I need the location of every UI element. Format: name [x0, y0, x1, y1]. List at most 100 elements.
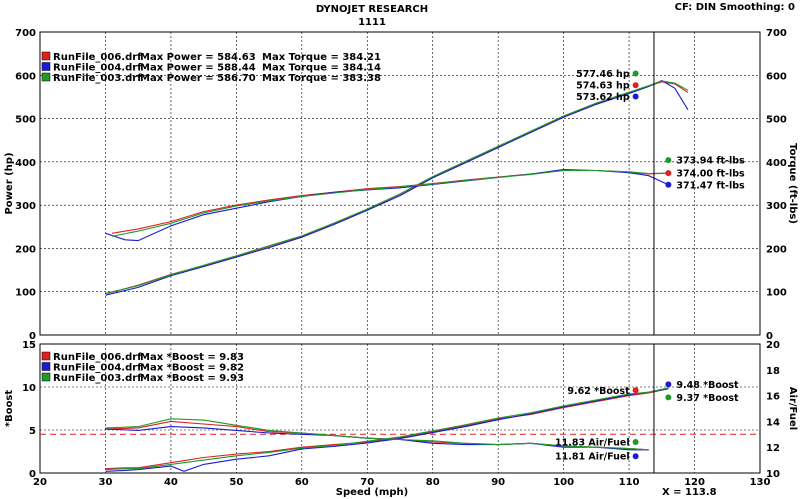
legend-file: RunFile_003.drf	[53, 373, 142, 384]
annotation-label: 373.94 ft-lbs	[676, 156, 745, 167]
y2-tick-label: 600	[766, 71, 787, 82]
y2-tick-label: 12	[766, 443, 780, 454]
y2-tick-label: 200	[766, 244, 787, 255]
annotation-marker	[665, 381, 672, 388]
legend-file: RunFile_004.drf	[53, 63, 142, 74]
y2-tick-label: 400	[766, 158, 787, 169]
annotation-label: 574.63 hp	[576, 81, 630, 92]
series-line-boost-0	[105, 388, 669, 470]
x-tick-label: 50	[229, 477, 243, 488]
legend-file: RunFile_004.drf	[53, 363, 142, 374]
legend-max-torque: Max Torque = 384.21	[262, 52, 381, 63]
y-tick-label: 0	[29, 331, 36, 342]
y-axis-label: Power (hp)	[4, 152, 15, 214]
series-line-power-2	[105, 80, 689, 294]
y-tick-label: 300	[15, 201, 36, 212]
y2-tick-label: 0	[766, 331, 773, 342]
y2-tick-label: 500	[766, 115, 787, 126]
annotation-label: 371.47 ft-lbs	[676, 180, 745, 191]
annotation-marker	[632, 387, 639, 394]
y2-tick-label: 16	[766, 392, 780, 403]
legend-file: RunFile_006.drf	[53, 52, 142, 63]
x-tick-label: 30	[98, 477, 112, 488]
power-torque-panel: 0 100 200 300 400 500 600 700 0 100 200 300 400 500 60…	[4, 28, 798, 342]
annotation-marker	[632, 453, 639, 460]
annotation-label: 9.48 *Boost	[676, 380, 739, 391]
chart-title: DYNOJET RESEARCH	[316, 4, 428, 15]
x-tick-label: 80	[426, 477, 440, 488]
x-tick-label: 20	[33, 477, 47, 488]
y2-axis-label: Air/Fuel	[787, 387, 798, 430]
annotation-marker	[632, 93, 639, 100]
legend-max-power: Max Power = 584.63	[140, 52, 256, 63]
legend-max-torque: Max Torque = 383.38	[262, 73, 381, 84]
series-line-torque-3	[111, 169, 669, 234]
y2-tick-label: 700	[766, 28, 787, 39]
y-axis-label: *Boost	[4, 390, 15, 428]
x-tick-label: 70	[360, 477, 374, 488]
x-tick-label: 110	[619, 477, 640, 488]
annotation-label: 11.81 Air/Fuel	[555, 452, 630, 463]
y2-tick-label: 14	[766, 417, 780, 428]
chart-subtitle: 1111	[358, 17, 386, 28]
legend-swatch	[41, 372, 51, 382]
x-axis-label: Speed (mph)	[336, 487, 408, 498]
series-line-boost-1	[105, 388, 669, 472]
annotation-marker	[665, 170, 672, 177]
plot-frame	[39, 343, 761, 474]
legend-file: RunFile_003.drf	[53, 73, 142, 84]
legend-max-boost: Max *Boost = 9.83	[140, 352, 244, 363]
y-tick-label: 100	[15, 288, 36, 299]
series-line-power-1	[105, 79, 689, 296]
cursor-readout: X = 113.8	[662, 487, 717, 498]
y2-tick-label: 300	[766, 201, 787, 212]
legend-file: RunFile_006.drf	[53, 352, 142, 363]
y2-tick-label: 10	[766, 469, 780, 480]
legend-max-power: Max Power = 588.44	[140, 63, 256, 74]
y2-axis-label: Torque (ft-lbs)	[787, 143, 798, 224]
y-tick-label: 700	[15, 28, 36, 39]
legend-max-torque: Max Torque = 384.14	[262, 63, 381, 74]
annotation-marker	[632, 82, 639, 89]
series-line-torque-5	[111, 169, 669, 237]
annotation-label: 11.83 Air/Fuel	[555, 438, 630, 449]
annotation-label: 573.62 hp	[576, 92, 630, 103]
x-tick-label: 100	[553, 477, 574, 488]
x-tick-label: 130	[750, 477, 771, 488]
legend-swatch	[41, 362, 51, 371]
x-tick-label: 90	[491, 477, 505, 488]
y2-tick-label: 18	[766, 366, 780, 377]
annotation-marker	[665, 157, 672, 164]
legend-swatch	[41, 72, 51, 82]
legend-swatch	[41, 62, 51, 71]
x-tick-label: 60	[295, 477, 309, 488]
annotation-marker	[632, 439, 639, 446]
y-tick-label: 5	[29, 426, 36, 437]
y-tick-label: 600	[15, 71, 36, 82]
y-tick-label: 200	[15, 244, 36, 255]
x-tick-label: 120	[684, 477, 705, 488]
plot-frame	[39, 31, 761, 336]
y-tick-label: 15	[22, 340, 36, 351]
y2-tick-label: 100	[766, 288, 787, 299]
annotation-label: 577.46 hp	[576, 69, 630, 80]
x-tick-label: 40	[164, 477, 178, 488]
settings-readout: CF: DIN Smoothing: 0	[675, 2, 795, 13]
annotation-label: 374.00 ft-lbs	[676, 169, 745, 180]
y-tick-label: 500	[15, 115, 36, 126]
annotation-label: 9.37 *Boost	[676, 393, 739, 404]
boost-airfuel-panel: 20 30 40 50 60 70 80 90 100 110 120 130 0 5 10 15 10 12 14…	[4, 340, 798, 498]
annotation-label: 9.62 *Boost	[567, 386, 630, 397]
y2-tick-label: 20	[766, 340, 780, 351]
annotation-marker	[665, 181, 672, 188]
y-tick-label: 10	[22, 383, 36, 394]
annotation-marker	[632, 70, 639, 77]
series-line-airfuel-5	[105, 418, 649, 451]
legend-max-boost: Max *Boost = 9.93	[140, 373, 244, 384]
annotation-marker	[665, 394, 672, 401]
y-tick-label: 400	[15, 158, 36, 169]
legend-max-power: Max Power = 586.70	[140, 73, 256, 84]
legend-swatch	[41, 351, 51, 361]
y-tick-label: 0	[29, 469, 36, 480]
